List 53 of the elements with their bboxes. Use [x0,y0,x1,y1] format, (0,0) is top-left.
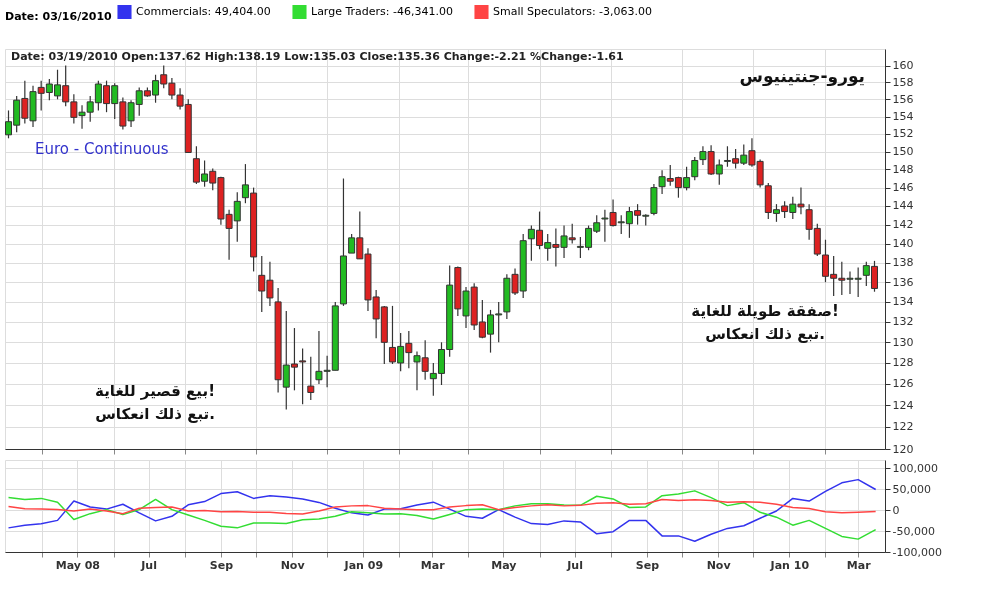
x-tick-label: May [491,558,517,572]
y-tick-label: 120 [892,442,914,456]
y-tick-label: 142 [892,218,914,232]
x-tick-label: Sep [635,558,660,572]
x-tick-label: Sep [209,558,234,572]
y-tick-label: -100,000 [892,545,942,559]
x-tick-label: Nov [706,558,732,572]
x-tick-label: Jul [140,558,157,572]
y-tick-label: 138 [892,256,914,270]
y-tick-label: 100,000 [892,461,938,475]
text: Euro - Continuous [35,140,169,158]
x-tick-label: Jan 10 [769,558,810,572]
annotation: بيع قصير للغاية! تبع ذلك انعكاس. [95,382,215,423]
y-tick-label: 50,000 [892,482,931,496]
text: يورو-جنتينيوس [739,66,865,87]
line-series [7,478,877,543]
y-tick-label: 126 [892,377,914,391]
y-tick-label: 148 [892,162,914,176]
y-tick-label: 134 [892,295,914,309]
y-tick-label: 154 [892,110,914,123]
y-tick-label: 128 [892,356,914,370]
x-tick-label: Nov [280,558,306,572]
x-tick-label: Mar [846,558,872,572]
y-tick-label: 136 [892,275,914,289]
x-tick-label: Jul [566,558,583,572]
line-series [7,490,877,540]
y-tick-label: 144 [892,199,914,213]
line-series [7,498,877,515]
y-tick-label: -50,000 [892,524,935,538]
y-tick-label: 146 [892,181,914,195]
y-tick-label: 152 [892,127,914,141]
y-tick-label: 158 [892,75,914,89]
y-tick-label: 124 [892,398,914,412]
y-tick-label: 160 [892,59,914,73]
x-tick-label: May 08 [55,558,101,572]
legend-label: Large Traders: -46,341.00 [311,4,453,18]
y-tick-label: 130 [892,335,914,349]
y-tick-label: 140 [892,237,914,251]
x-tick-label: Jan 09 [343,558,384,572]
candlestick [691,156,699,181]
annotation: صفقة طويلة للغاية! تبع ذلك انعكاس. [691,302,839,343]
y-tick-label: 0 [892,503,900,517]
x-tick-label: Mar [420,558,446,572]
candlestick [299,347,307,405]
y-tick-label: 122 [892,420,914,434]
y-tick-label: 150 [892,145,914,159]
y-tick-label: 132 [892,315,914,329]
annotation: Date: 03/19/2010 Open:137.62 High:138.19 Low:135.03 Close:135.36 Change:-2.21 %Change:-1.61 [11,50,624,63]
legend-title: Date: 03/16/2010 [5,10,113,23]
candlestick [307,356,315,401]
legend-label: Small Speculators: -3,063.00 [493,4,653,18]
y-tick-label: 156 [892,92,914,106]
legend-label: Commercials: 49,404.00 [136,4,271,18]
